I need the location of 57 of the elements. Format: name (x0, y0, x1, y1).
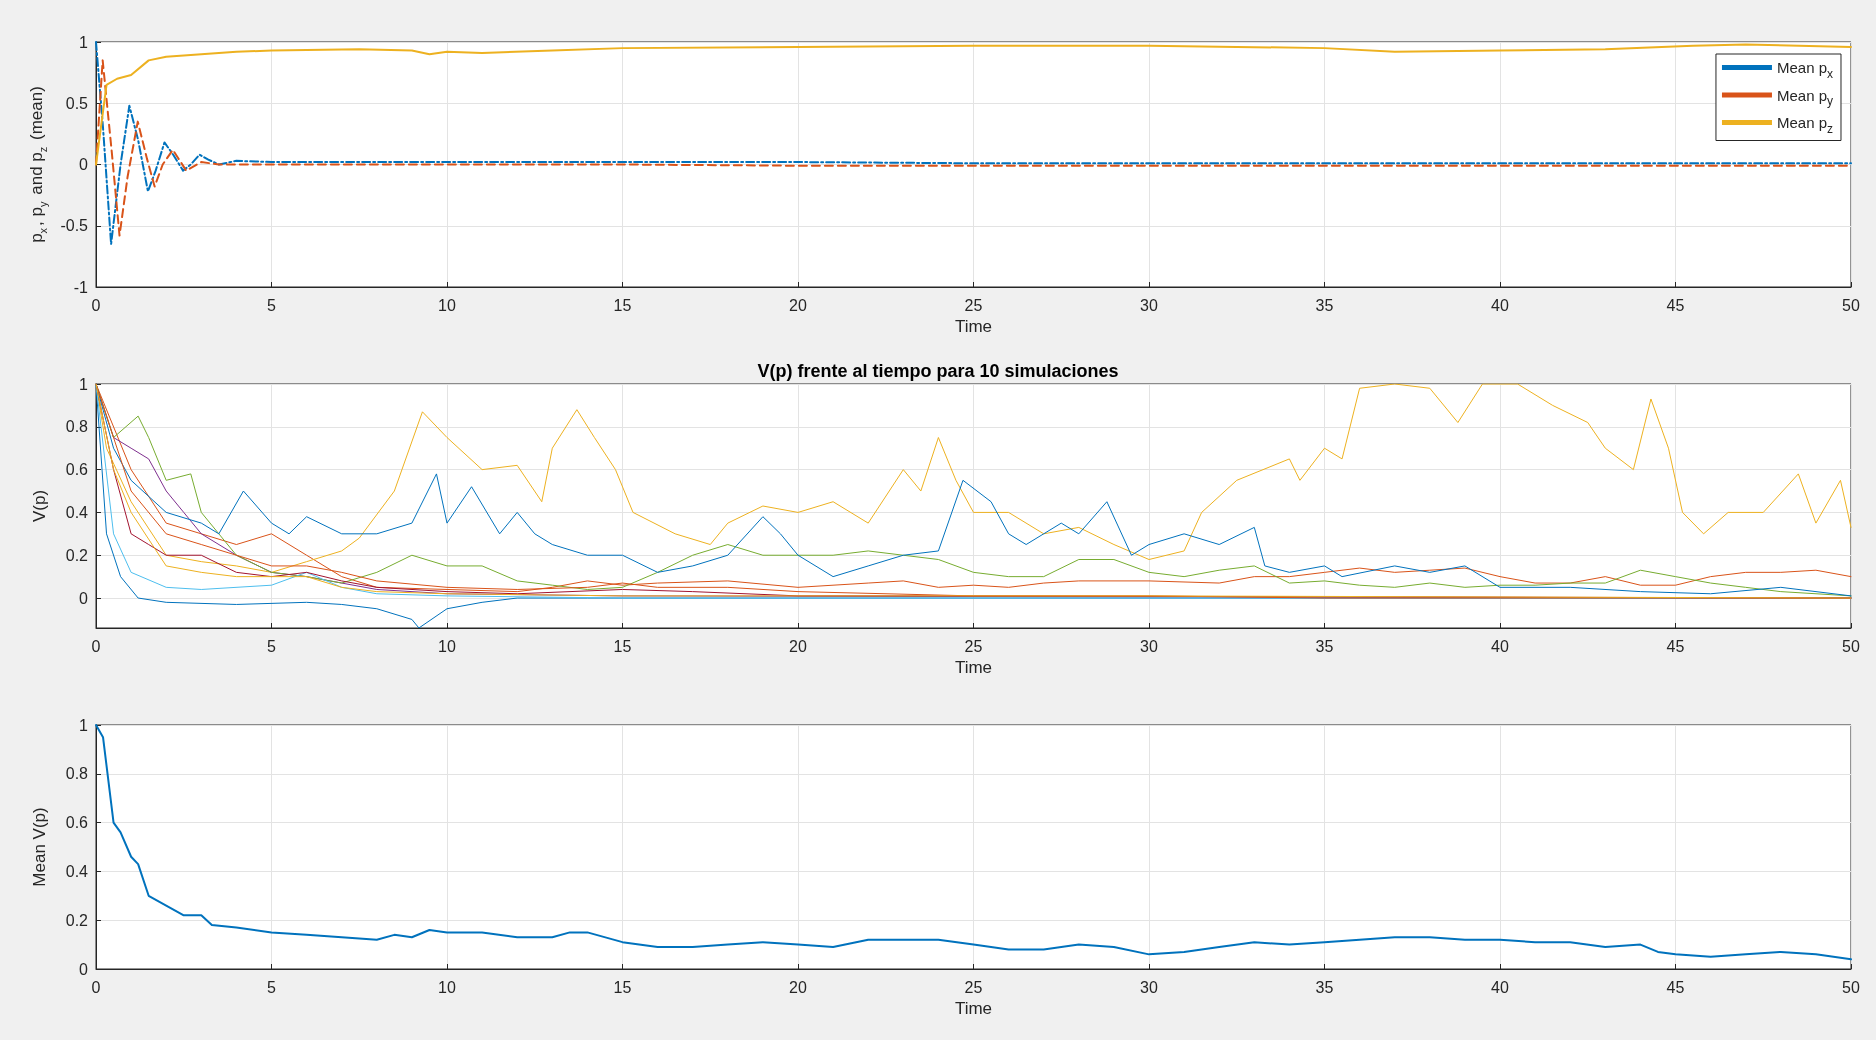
y-tick-label: -0.5 (60, 217, 89, 235)
y-tick-label: 0 (79, 960, 89, 978)
x-tick-label: 30 (1140, 978, 1158, 996)
y-tick-label: 1 (79, 716, 89, 734)
y-tick-label: 0.2 (65, 546, 89, 564)
x-axis-title: Time (954, 998, 993, 1018)
y-axis-title: px, py and pz (mean) (26, 86, 49, 243)
x-tick-label: 0 (91, 637, 101, 655)
x-tick-label: 40 (1491, 296, 1509, 314)
x-tick-label: 0 (91, 296, 101, 314)
x-tick-label: 40 (1491, 637, 1509, 655)
y-tick-label: -1 (73, 278, 89, 296)
x-tick-label: 45 (1666, 296, 1685, 314)
y-axis-title: V(p) (30, 489, 49, 523)
x-tick-label: 25 (964, 296, 983, 314)
y-axis-title: Mean V(p) (30, 807, 49, 887)
x-tick-label: 10 (438, 978, 456, 996)
x-tick-label: 35 (1315, 637, 1334, 655)
y-tick-label: 0.4 (65, 862, 89, 880)
x-tick-label: 15 (613, 637, 632, 655)
x-tick-label: 25 (964, 978, 983, 996)
x-tick-label: 45 (1666, 978, 1685, 996)
x-tick-label: 35 (1315, 978, 1334, 996)
y-tick-label: 0 (79, 589, 89, 607)
x-tick-label: 50 (1842, 637, 1860, 655)
x-tick-label: 35 (1315, 296, 1334, 314)
y-tick-label: 0.2 (65, 911, 89, 929)
x-tick-label: 5 (267, 978, 277, 996)
x-tick-label: 5 (267, 637, 277, 655)
y-tick-label: 1 (79, 375, 89, 393)
x-tick-label: 5 (267, 296, 277, 314)
x-tick-label: 15 (613, 978, 632, 996)
x-tick-label: 15 (613, 296, 632, 314)
y-tick-label: 0.4 (65, 503, 89, 521)
x-tick-label: 10 (438, 637, 456, 655)
x-tick-label: 10 (438, 296, 456, 314)
x-tick-label: 20 (789, 637, 807, 655)
x-tick-label: 0 (91, 978, 101, 996)
y-tick-label: 0.8 (65, 418, 89, 436)
x-tick-label: 30 (1140, 296, 1158, 314)
y-tick-label: 0.5 (65, 94, 89, 112)
chart-title: V(p) frente al tiempo para 10 simulaciones (757, 361, 1119, 381)
x-tick-label: 30 (1140, 637, 1158, 655)
y-tick-label: 0.8 (65, 765, 89, 783)
x-axis-title: Time (954, 316, 993, 336)
x-tick-label: 20 (789, 978, 807, 996)
y-tick-label: 0.6 (65, 814, 89, 832)
y-tick-label: 1 (79, 33, 89, 51)
y-tick-label: 0 (79, 156, 89, 173)
x-tick-label: 40 (1491, 978, 1509, 996)
x-axis-title: Time (954, 657, 993, 677)
x-tick-label: 50 (1842, 296, 1860, 314)
x-tick-label: 45 (1666, 637, 1685, 655)
x-tick-label: 25 (964, 637, 983, 655)
x-tick-label: 20 (789, 296, 807, 314)
y-tick-label: 0.6 (65, 461, 89, 479)
x-tick-label: 50 (1842, 978, 1860, 996)
